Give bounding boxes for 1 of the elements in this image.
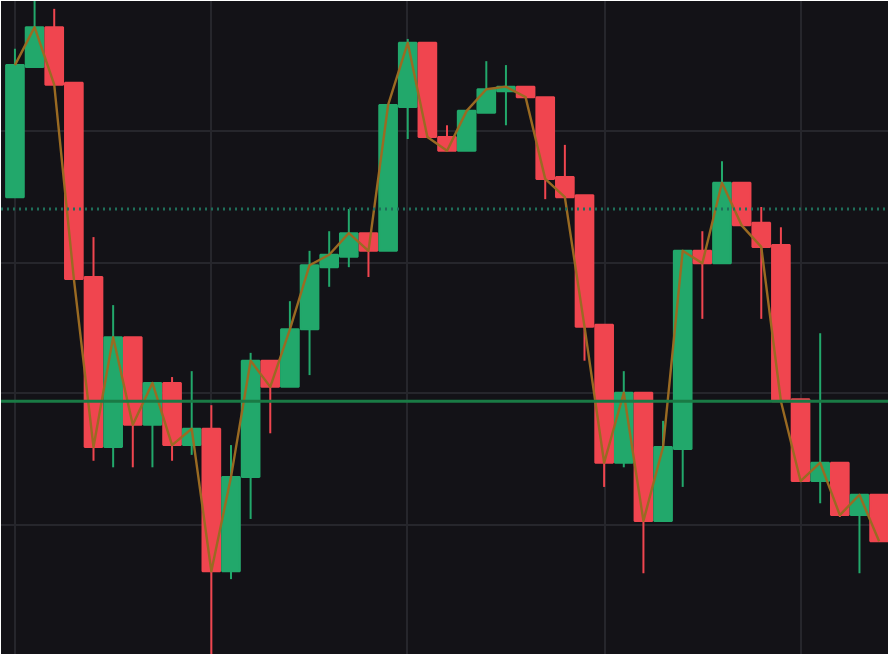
candlestick: [869, 493, 888, 543]
